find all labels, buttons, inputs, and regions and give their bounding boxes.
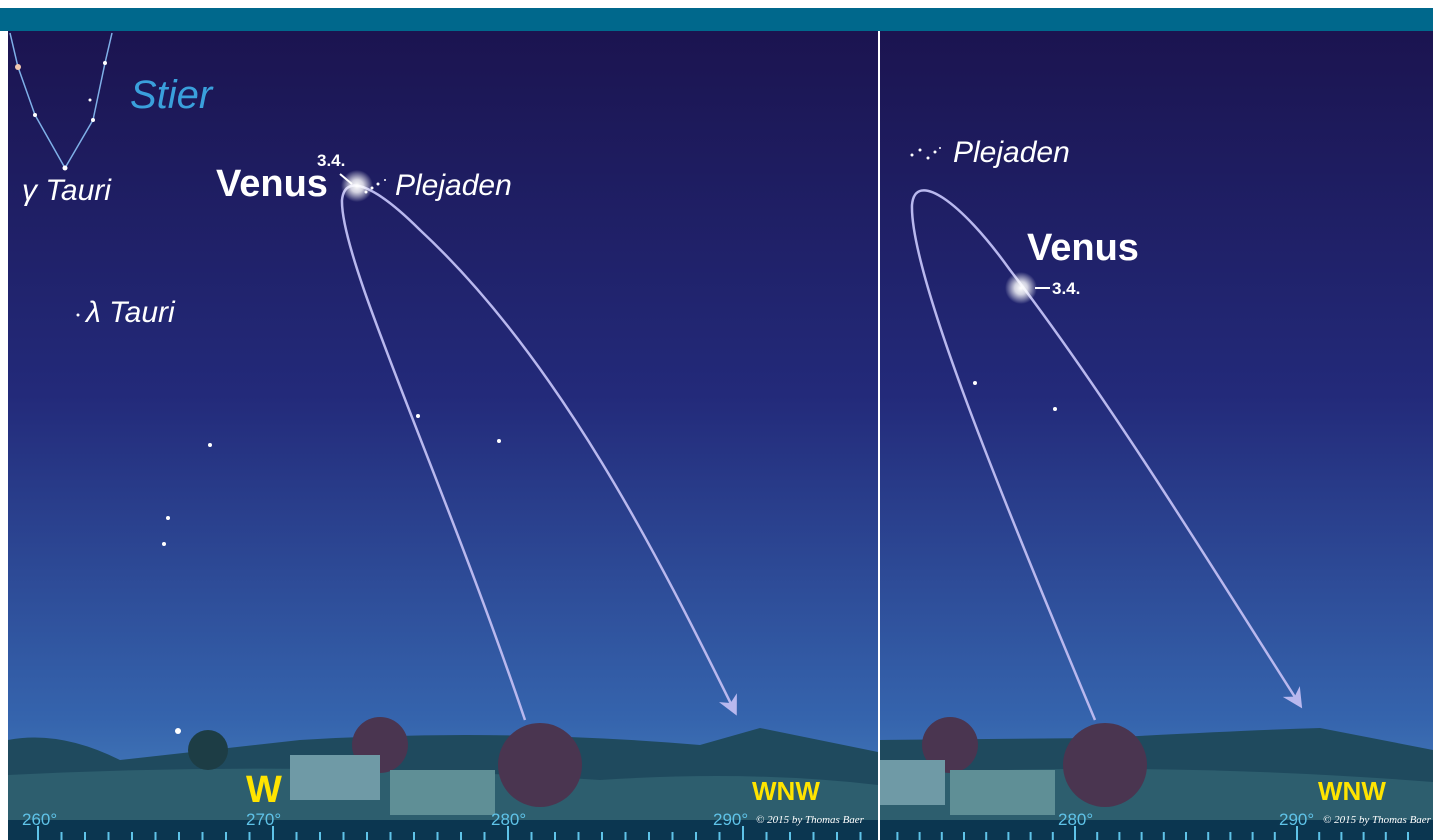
- top-bar: [0, 8, 1433, 31]
- cluster-label: Plejaden: [953, 136, 1070, 169]
- degree-label: 280°: [1058, 810, 1093, 829]
- credit: © 2015 by Thomas Baer: [756, 814, 865, 826]
- credit: © 2015 by Thomas Baer: [1323, 814, 1432, 826]
- date-pointer: [339, 173, 353, 185]
- constellation-label: Stier: [130, 73, 214, 117]
- degree-label: 280°: [491, 810, 526, 829]
- sky-left: [8, 31, 878, 840]
- degree-label: 260°: [22, 810, 57, 829]
- planet-label: Venus: [216, 163, 328, 205]
- star-label: λ Tauri: [84, 296, 176, 329]
- direction-label: WNW: [752, 776, 820, 806]
- stars: [15, 61, 1057, 734]
- cluster-label: Plejaden: [395, 169, 512, 202]
- degree-label: 290°: [1279, 810, 1314, 829]
- scale-ticks: [37, 826, 1409, 840]
- direction-label: W: [246, 769, 282, 811]
- date-label: 3.4.: [317, 151, 345, 170]
- date-label: 3.4.: [1052, 279, 1080, 298]
- sky-right: [880, 31, 1433, 840]
- planet-label: Venus: [1027, 227, 1139, 269]
- degree-label: 290°: [713, 810, 748, 829]
- degree-label: 270°: [246, 810, 281, 829]
- scale-right: [880, 820, 1433, 840]
- star-label: γ Tauri: [22, 174, 112, 207]
- direction-label: WNW: [1318, 776, 1386, 806]
